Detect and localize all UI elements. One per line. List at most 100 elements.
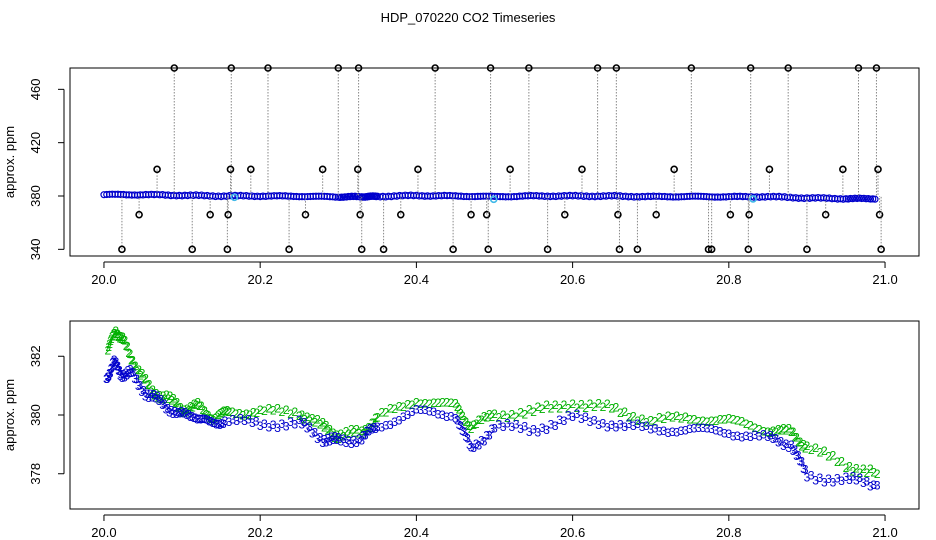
marker-glyph: 3 (365, 425, 372, 439)
marker-glyph: 3 (343, 436, 350, 450)
marker-glyph: 2 (360, 427, 367, 441)
marker-glyph: 3 (137, 378, 144, 392)
marker-glyph: 3 (459, 424, 466, 438)
marker-glyph: 2 (699, 414, 706, 428)
marker-glyph: 2 (362, 423, 369, 437)
marker-glyph: 2 (665, 409, 672, 423)
marker-glyph: 3 (874, 479, 881, 493)
marker-glyph: 2 (371, 416, 378, 430)
marker-glyph: 3 (765, 430, 772, 444)
marker-glyph: 3 (500, 420, 507, 434)
marker-glyph: 2 (634, 414, 641, 428)
marker-glyph: 3 (843, 470, 850, 484)
marker-glyph: 3 (298, 418, 305, 432)
marker-glyph: 3 (430, 405, 437, 419)
marker-glyph: 2 (107, 334, 114, 348)
marker-glyph: 3 (435, 407, 442, 421)
marker-glyph: 2 (135, 363, 142, 377)
marker-glyph: 3 (364, 424, 371, 438)
marker-glyph: 3 (621, 420, 628, 434)
marker-glyph: 3 (138, 385, 145, 399)
marker-glyph: 2 (186, 403, 193, 417)
marker-glyph: 2 (170, 391, 177, 405)
marker-glyph: 3 (145, 391, 152, 405)
marker-glyph: 3 (133, 372, 140, 386)
series-baseline (100, 190, 879, 203)
marker-glyph: 3 (103, 372, 110, 386)
spike-point (784, 64, 792, 72)
marker-glyph: 2 (656, 411, 663, 425)
marker-glyph: 3 (608, 418, 615, 432)
marker-glyph: 2 (430, 396, 437, 410)
marker-glyph: 2 (817, 445, 824, 459)
spike-point (285, 245, 293, 254)
marker-glyph: 3 (125, 364, 132, 378)
marker-glyph: 3 (825, 472, 832, 486)
marker-glyph: 3 (199, 412, 206, 426)
marker-glyph: 3 (119, 371, 126, 385)
marker-glyph: 3 (135, 379, 142, 393)
marker-glyph: 2 (409, 398, 416, 412)
spike-point (612, 64, 621, 72)
marker-glyph: 2 (229, 405, 236, 419)
marker-glyph: 3 (204, 413, 211, 427)
marker-glyph: 2 (187, 400, 194, 414)
marker-glyph: 3 (105, 370, 112, 384)
marker-glyph: 2 (153, 387, 160, 401)
marker-glyph: 3 (374, 420, 381, 434)
marker-glyph: 3 (131, 372, 138, 386)
marker-glyph: 2 (317, 417, 324, 431)
marker-glyph: 2 (253, 406, 260, 420)
marker-glyph: 2 (142, 371, 149, 385)
marker-glyph: 3 (513, 417, 520, 431)
marker-glyph: 2 (830, 449, 837, 463)
marker-glyph: 2 (333, 428, 340, 442)
marker-glyph: 2 (182, 405, 189, 419)
marker-glyph: 3 (468, 440, 475, 454)
marker-glyph: 2 (323, 419, 330, 433)
marker-glyph: 2 (330, 426, 337, 440)
marker-glyph: 2 (626, 411, 633, 425)
marker-glyph: 3 (448, 410, 455, 424)
spike-point (874, 165, 882, 174)
marker-glyph: 2 (461, 413, 468, 427)
marker-glyph: 2 (118, 332, 125, 346)
marker-glyph: 3 (353, 436, 360, 450)
series-spikes (118, 64, 885, 254)
marker-glyph: 2 (778, 424, 785, 438)
marker-glyph: 3 (539, 421, 546, 435)
marker-glyph: 3 (168, 404, 175, 418)
marker-glyph: 3 (509, 420, 516, 434)
marker-glyph: 3 (863, 474, 870, 488)
marker-glyph: 2 (795, 436, 802, 450)
marker-glyph: 2 (834, 455, 841, 469)
marker-glyph: 2 (156, 389, 163, 403)
marker-glyph: 2 (172, 397, 179, 411)
marker-glyph: 2 (457, 407, 464, 421)
x-tick-label: 20.2 (248, 525, 273, 540)
marker-glyph: 3 (738, 430, 745, 444)
marker-glyph: 3 (194, 412, 201, 426)
marker-glyph: 3 (171, 405, 178, 419)
marker-glyph: 2 (364, 425, 371, 439)
marker-glyph: 2 (682, 410, 689, 424)
marker-glyph: 2 (365, 420, 372, 434)
marker-glyph: 3 (107, 366, 114, 380)
marker-glyph: 3 (656, 424, 663, 438)
marker-glyph: 3 (292, 417, 299, 431)
marker-glyph: 3 (108, 361, 115, 375)
spike-point (354, 64, 363, 72)
marker-glyph: 3 (543, 423, 550, 437)
marker-glyph: 2 (109, 329, 116, 343)
marker-glyph: 3 (526, 425, 533, 439)
marker-glyph: 2 (246, 408, 253, 422)
marker-glyph: 2 (378, 406, 385, 420)
marker-glyph: 2 (111, 326, 118, 340)
x-tick-label: 20.6 (560, 272, 585, 287)
marker-glyph: 2 (356, 426, 363, 440)
marker-glyph: 2 (491, 407, 498, 421)
marker-glyph: 2 (793, 430, 800, 444)
flagged-point (749, 195, 757, 203)
marker-glyph: 2 (210, 413, 217, 427)
marker-glyph: 3 (426, 404, 433, 418)
